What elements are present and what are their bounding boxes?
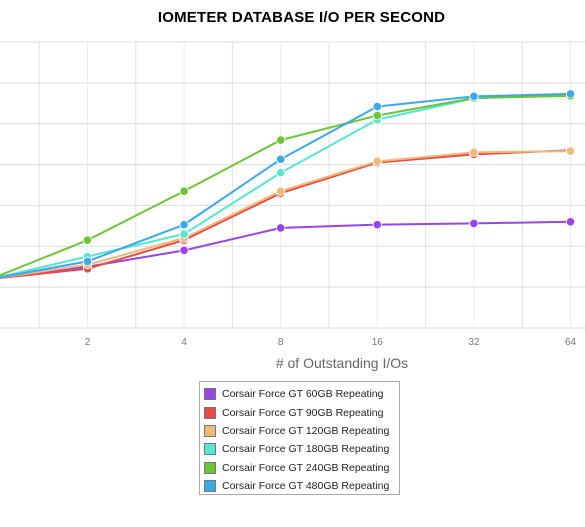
legend-item: Corsair Force GT 180GB Repeating xyxy=(204,440,395,458)
data-point xyxy=(372,156,382,166)
data-point xyxy=(469,91,479,101)
x-tick-label: 16 xyxy=(372,337,384,348)
grid xyxy=(0,41,585,329)
legend-label: Corsair Force GT 60GB Repeating xyxy=(222,388,384,401)
legend-item: Corsair Force GT 90GB Repeating xyxy=(204,403,395,421)
legend-label: Corsair Force GT 240GB Repeating xyxy=(222,461,390,474)
data-point xyxy=(276,135,286,145)
data-point xyxy=(372,220,382,230)
data-point xyxy=(82,235,93,245)
legend-swatch xyxy=(204,480,216,493)
data-point xyxy=(179,229,189,239)
series-points xyxy=(82,89,576,274)
data-point xyxy=(179,245,189,255)
legend-label: Corsair Force GT 120GB Repeating xyxy=(222,424,390,437)
legend-label: Corsair Force GT 480GB Repeating xyxy=(222,480,390,493)
x-tick-label: 64 xyxy=(565,337,577,348)
series-line xyxy=(0,92,571,279)
data-point xyxy=(276,168,286,178)
data-point xyxy=(179,186,189,196)
x-tick-label: 2 xyxy=(85,337,91,348)
legend-swatch xyxy=(204,406,216,419)
x-tick-label: 32 xyxy=(468,337,480,348)
legend-label: Corsair Force GT 180GB Repeating xyxy=(222,443,390,456)
data-point xyxy=(469,218,479,229)
legend-swatch xyxy=(204,461,216,474)
legend-item: Corsair Force GT 60GB Repeating xyxy=(204,385,395,403)
legend-swatch xyxy=(204,424,216,437)
data-point xyxy=(565,89,576,99)
x-tick-label: 8 xyxy=(278,337,284,348)
data-point xyxy=(82,256,93,267)
data-point xyxy=(276,186,286,196)
series-line xyxy=(0,93,571,278)
legend-label: Corsair Force GT 90GB Repeating xyxy=(222,406,384,419)
chart-title: IOMETER DATABASE I/O PER SECOND xyxy=(157,9,446,26)
legend-item: Corsair Force GT 480GB Repeating xyxy=(204,477,395,495)
legend-item: Corsair Force GT 120GB Repeating xyxy=(204,422,395,440)
legend-swatch xyxy=(204,443,216,456)
legend-item: Corsair Force GT 240GB Repeating xyxy=(204,459,395,477)
data-point xyxy=(372,110,382,121)
data-point xyxy=(276,223,286,233)
data-point xyxy=(565,146,576,156)
legend: Corsair Force GT 60GB Repeating Corsair F… xyxy=(199,381,400,495)
data-point xyxy=(469,147,479,157)
series-lines xyxy=(0,92,571,280)
legend-swatch xyxy=(204,388,216,401)
data-point xyxy=(276,154,286,164)
data-point xyxy=(565,217,576,227)
data-point xyxy=(372,101,382,112)
data-point xyxy=(179,220,189,230)
x-axis-label: # of Outstanding I/Os xyxy=(276,355,408,371)
x-tick-labels: 2 4 8 16 32 64 xyxy=(85,337,577,348)
x-tick-label: 4 xyxy=(181,337,187,348)
